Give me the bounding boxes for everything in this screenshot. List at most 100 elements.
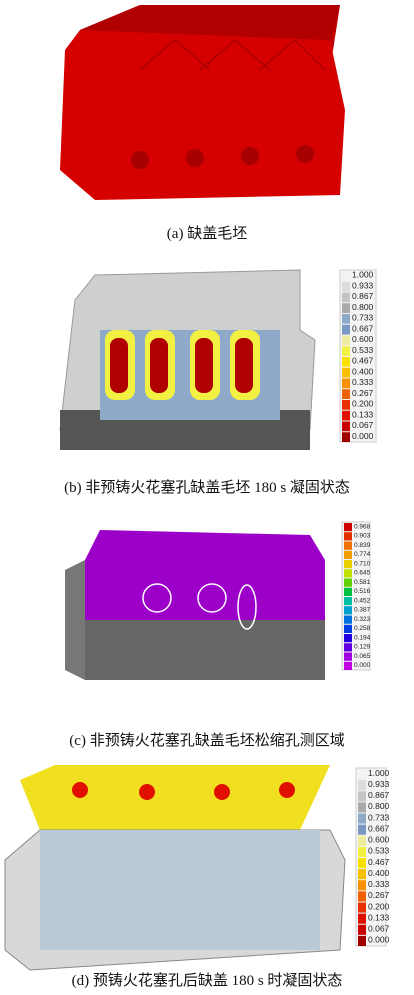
legend-swatch	[342, 346, 350, 356]
legend-swatch	[344, 643, 352, 651]
legend-label: 0.452	[354, 597, 371, 604]
legend-swatch	[358, 769, 366, 779]
legend-swatch	[342, 314, 350, 324]
legend-swatch	[358, 880, 366, 890]
legend-swatch	[342, 422, 350, 432]
legend-label: 0.867	[352, 291, 374, 301]
legend-label: 0.968	[354, 523, 371, 530]
legend-label: 0.774	[354, 551, 371, 558]
legend-label: 0.067	[368, 924, 390, 934]
legend-label: 0.400	[352, 366, 374, 376]
caption: (b) 非预铸火花塞孔缺盖毛坯 180 s 凝固状态	[64, 478, 350, 496]
legend-label: 0.194	[354, 634, 371, 641]
legend-label: 0.839	[354, 542, 371, 549]
legend-swatch	[342, 271, 350, 281]
legend-swatch	[358, 802, 366, 812]
legend-swatch	[344, 597, 352, 605]
legend-swatch	[344, 662, 352, 670]
legend-swatch	[358, 891, 366, 901]
legend-swatch	[358, 869, 366, 879]
legend-label: 0.710	[354, 560, 371, 567]
legend-label: 0.129	[354, 644, 371, 651]
legend-label: 0.333	[352, 377, 374, 387]
legend-swatch	[344, 560, 352, 568]
legend-swatch	[344, 616, 352, 624]
legend-label: 0.600	[352, 334, 374, 344]
caption: (a) 缺盖毛坯	[167, 225, 247, 242]
legend-swatch	[358, 925, 366, 935]
legend-swatch	[358, 814, 366, 824]
legend-swatch	[342, 432, 350, 442]
caption: (c) 非预铸火花塞孔缺盖毛坯松缩孔测区域	[69, 731, 344, 749]
render-a	[60, 5, 345, 200]
legend-label: 0.267	[352, 388, 374, 398]
legend-swatch	[344, 532, 352, 540]
legend-label: 0.467	[352, 356, 374, 366]
legend-swatch	[344, 625, 352, 633]
legend-label: 0.267	[368, 890, 390, 900]
legend-label: 0.533	[352, 345, 374, 355]
legend-swatch	[358, 903, 366, 913]
legend-label: 0.065	[354, 653, 371, 660]
legend-label: 0.733	[368, 812, 390, 822]
legend-label: 0.200	[368, 901, 390, 911]
figure: (a) 缺盖毛坯 (b) 非预铸火花塞孔缺盖毛坯 180 s 凝固状态 (c) …	[0, 0, 414, 995]
legend-swatch	[342, 379, 350, 389]
legend-swatch	[358, 914, 366, 924]
render-b	[60, 270, 315, 450]
legend-swatch	[358, 791, 366, 801]
caption: (d) 预铸火花塞孔后缺盖 180 s 时凝固状态	[72, 971, 343, 989]
legend-swatch	[344, 542, 352, 550]
legend-label: 0.067	[352, 420, 374, 430]
legend-swatch	[344, 569, 352, 577]
legend-swatch	[358, 847, 366, 857]
legend-label: 0.200	[352, 399, 374, 409]
legend-label: 0.516	[354, 588, 371, 595]
legend-swatch	[344, 653, 352, 661]
legend-label: 0.533	[368, 846, 390, 856]
legend-label: 0.667	[368, 823, 390, 833]
legend-swatch	[342, 282, 350, 292]
legend-label: 0.333	[368, 879, 390, 889]
legend-label: 0.645	[354, 570, 371, 577]
legend-label: 0.000	[368, 935, 390, 945]
legend-label: 0.933	[352, 280, 374, 290]
legend-swatch	[342, 336, 350, 346]
legend-label: 0.600	[368, 835, 390, 845]
legend-label: 0.581	[354, 579, 371, 586]
legend-label: 0.400	[368, 868, 390, 878]
legend-label: 0.667	[352, 323, 374, 333]
legend-label: 0.000	[352, 431, 374, 441]
legend-swatch	[342, 357, 350, 367]
legend-label: 0.258	[354, 625, 371, 632]
legend-swatch	[344, 579, 352, 587]
legend-swatch	[342, 389, 350, 399]
legend-label: 0.467	[368, 857, 390, 867]
legend-swatch	[358, 825, 366, 835]
legend-label: 0.933	[368, 779, 390, 789]
legend-label: 0.387	[354, 607, 371, 614]
legend-swatch	[342, 293, 350, 303]
legend-swatch	[342, 400, 350, 410]
render-d	[5, 765, 345, 970]
legend-swatch	[358, 858, 366, 868]
legend-label: 0.800	[352, 302, 374, 312]
legend-label: 1.000	[368, 768, 390, 778]
legend-label: 0.903	[354, 533, 371, 540]
legend-swatch	[342, 303, 350, 313]
legend-swatch	[344, 606, 352, 614]
legend-label: 1.000	[352, 270, 374, 280]
legend-swatch	[342, 325, 350, 335]
render-c	[65, 530, 325, 680]
legend-swatch	[344, 588, 352, 596]
legend-swatch	[358, 936, 366, 946]
legend-swatch	[358, 836, 366, 846]
legend-swatch	[342, 368, 350, 378]
legend-swatch	[344, 551, 352, 559]
legend-swatch	[358, 780, 366, 790]
legend-label: 0.133	[368, 912, 390, 922]
legend-label: 0.323	[354, 616, 371, 623]
legend-swatch	[344, 634, 352, 642]
legend-label: 0.000	[354, 662, 371, 669]
legend-label: 0.733	[352, 313, 374, 323]
